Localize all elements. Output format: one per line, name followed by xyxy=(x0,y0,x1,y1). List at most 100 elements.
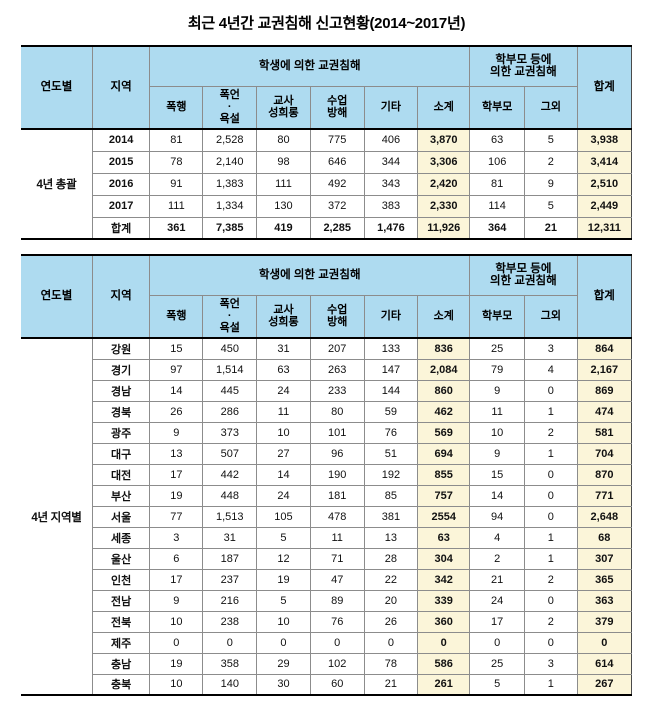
value-cell: 462 xyxy=(417,400,471,423)
header-sub-subtotal: 소계 xyxy=(417,294,471,339)
value-cell: 68 xyxy=(576,526,633,549)
value-cell: 704 xyxy=(576,442,633,465)
header-sub-assault: 폭행 xyxy=(149,294,204,339)
value-cell: 2 xyxy=(524,568,578,591)
value-cell: 7,385 xyxy=(202,216,258,240)
row-label-cell: 경남 xyxy=(91,379,151,402)
header-sub-class-disruption: 수업 방해 xyxy=(309,85,365,130)
value-cell: 51 xyxy=(363,442,419,465)
value-cell: 15 xyxy=(149,337,204,360)
value-cell: 0 xyxy=(524,379,578,402)
value-cell: 0 xyxy=(524,505,578,528)
header-sub-class-disruption: 수업 방해 xyxy=(309,294,365,339)
value-cell: 9 xyxy=(149,589,204,612)
value-cell: 372 xyxy=(309,194,365,218)
row-label-cell: 충남 xyxy=(91,652,151,675)
value-cell: 3,938 xyxy=(576,128,633,152)
value-cell: 130 xyxy=(256,194,311,218)
value-cell: 445 xyxy=(202,379,258,402)
value-cell: 6 xyxy=(149,547,204,570)
page-title: 최근 4년간 교권침해 신고현황(2014~2017년) xyxy=(187,15,466,32)
value-cell: 11 xyxy=(256,400,311,423)
row-label-cell: 2014 xyxy=(91,128,151,152)
header-sub-harassment: 교사 성희롱 xyxy=(256,294,311,339)
row-label-cell: 인천 xyxy=(91,568,151,591)
value-cell: 5 xyxy=(256,526,311,549)
header-sub-harassment: 교사 성희롱 xyxy=(256,85,311,130)
value-cell: 17 xyxy=(469,610,526,633)
header-sub-other: 기타 xyxy=(363,85,419,130)
value-cell: 21 xyxy=(524,216,578,240)
value-cell: 2,510 xyxy=(576,172,633,196)
value-cell: 10 xyxy=(149,610,204,633)
row-label-cell: 울산 xyxy=(91,547,151,570)
value-cell: 836 xyxy=(417,337,471,360)
value-cell: 0 xyxy=(524,484,578,507)
value-cell: 358 xyxy=(202,652,258,675)
value-cell: 24 xyxy=(469,589,526,612)
value-cell: 97 xyxy=(149,358,204,381)
table-row: 4년 지역별 강원 15 450 31 207 133 836 25 3 864 xyxy=(21,337,633,696)
value-cell: 28 xyxy=(363,547,419,570)
value-cell: 106 xyxy=(469,150,526,174)
value-cell: 442 xyxy=(202,463,258,486)
value-cell: 2,084 xyxy=(417,358,471,381)
value-cell: 17 xyxy=(149,568,204,591)
value-cell: 11 xyxy=(309,526,365,549)
value-cell: 3 xyxy=(149,526,204,549)
value-cell: 0 xyxy=(309,631,365,654)
value-cell: 237 xyxy=(202,568,258,591)
value-cell: 9 xyxy=(469,379,526,402)
value-cell: 63 xyxy=(256,358,311,381)
value-cell: 0 xyxy=(417,631,471,654)
value-cell: 24 xyxy=(256,379,311,402)
value-cell: 29 xyxy=(256,652,311,675)
value-cell: 111 xyxy=(149,194,204,218)
value-cell: 24 xyxy=(256,484,311,507)
value-cell: 381 xyxy=(363,505,419,528)
table-row: 세종 3 31 5 11 13 63 4 1 68 xyxy=(21,526,633,549)
table-row: 전북 10 238 10 76 26 360 17 2 379 xyxy=(21,610,633,633)
row-label-cell: 2017 xyxy=(91,194,151,218)
value-cell: 3,414 xyxy=(576,150,633,174)
value-cell: 105 xyxy=(256,505,311,528)
value-cell: 1 xyxy=(524,400,578,423)
value-cell: 76 xyxy=(309,610,365,633)
value-cell: 101 xyxy=(309,421,365,444)
summary-table: 연도별 지역 학생에 의한 교권침해 학부모 등에 의한 교권침해 합계 폭행 … xyxy=(21,45,633,240)
value-cell: 860 xyxy=(417,379,471,402)
value-cell: 869 xyxy=(576,379,633,402)
value-cell: 181 xyxy=(309,484,365,507)
value-cell: 77 xyxy=(149,505,204,528)
value-cell: 2 xyxy=(469,547,526,570)
table-row: 광주 9 373 10 101 76 569 10 2 581 xyxy=(21,421,633,444)
value-cell: 1,334 xyxy=(202,194,258,218)
table-row: 2015 78 2,140 98 646 344 3,306 106 2 3,414 xyxy=(21,150,633,174)
row-label-cell: 부산 xyxy=(91,484,151,507)
row-label-cell: 경북 xyxy=(91,400,151,423)
value-cell: 0 xyxy=(256,631,311,654)
value-cell: 80 xyxy=(256,128,311,152)
value-cell: 646 xyxy=(309,150,365,174)
value-cell: 96 xyxy=(309,442,365,465)
value-cell: 1,383 xyxy=(202,172,258,196)
value-cell: 30 xyxy=(256,673,311,696)
value-cell: 343 xyxy=(363,172,419,196)
value-cell: 1,514 xyxy=(202,358,258,381)
value-cell: 10 xyxy=(149,673,204,696)
header-sub-verbal-abuse: 폭언 · 욕설 xyxy=(202,294,258,339)
table-row: 4년 총괄 2014 81 2,528 80 775 406 3,870 63 5 3,938 xyxy=(21,128,633,240)
value-cell: 140 xyxy=(202,673,258,696)
value-cell: 855 xyxy=(417,463,471,486)
value-cell: 586 xyxy=(417,652,471,675)
value-cell: 2,449 xyxy=(576,194,633,218)
value-cell: 2,167 xyxy=(576,358,633,381)
value-cell: 81 xyxy=(149,128,204,152)
value-cell: 492 xyxy=(309,172,365,196)
value-cell: 10 xyxy=(256,421,311,444)
value-cell: 3 xyxy=(524,652,578,675)
value-cell: 0 xyxy=(469,631,526,654)
value-cell: 21 xyxy=(469,568,526,591)
value-cell: 614 xyxy=(576,652,633,675)
value-cell: 0 xyxy=(524,631,578,654)
